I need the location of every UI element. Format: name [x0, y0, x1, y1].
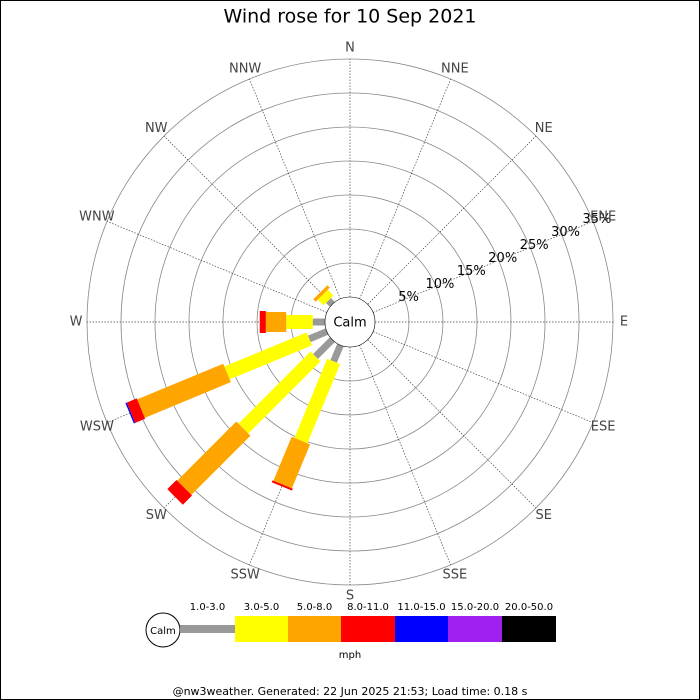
bar-segment [313, 285, 330, 302]
legend-swatch [502, 616, 556, 642]
direction-label: SW [146, 508, 167, 523]
r-tick-label: 5% [398, 290, 419, 305]
direction-label: WNW [79, 210, 115, 225]
legend-swatch [341, 616, 395, 642]
grid-ring [154, 126, 546, 518]
direction-label: WSW [80, 419, 114, 434]
bar-segment [271, 480, 293, 491]
direction-label: SSW [230, 568, 260, 583]
direction-label: E [620, 315, 628, 330]
bar-segment [224, 332, 312, 380]
direction-line [372, 331, 594, 423]
legend-swatch [288, 616, 341, 642]
bar-segment [326, 298, 335, 307]
calm-circle [324, 296, 376, 348]
bar-segment [126, 398, 146, 423]
bar-segment [317, 289, 334, 306]
direction-line [106, 221, 328, 313]
legend-label: 1.0-3.0 [190, 602, 225, 613]
direction-line [372, 221, 594, 313]
legend-label: 11.0-15.0 [397, 602, 445, 613]
direction-label: ESE [591, 419, 616, 434]
legend-label: 15.0-20.0 [451, 602, 499, 613]
legend-label: 20.0-50.0 [505, 602, 553, 613]
r-tick-label: 20% [488, 251, 517, 266]
bar-segment [307, 328, 329, 343]
calm-label: Calm [333, 316, 366, 331]
direction-label: W [70, 315, 83, 330]
direction-label: NNE [441, 61, 469, 76]
legend-calm-label: Calm [150, 626, 176, 637]
r-tick-label: 35% [583, 212, 612, 227]
bar-segment [167, 479, 193, 505]
legend-swatch [180, 625, 235, 633]
chart-title: Wind rose for 10 Sep 2021 [223, 6, 476, 28]
direction-line [367, 135, 537, 305]
direction-label: SSE [442, 568, 467, 583]
direction-line [163, 135, 333, 305]
direction-label: S [346, 589, 354, 604]
bar-segment [273, 436, 311, 489]
legend-label: 8.0-11.0 [347, 602, 389, 613]
bar-segment [125, 402, 136, 424]
legend-swatch [395, 616, 448, 642]
bar-segment [330, 343, 344, 363]
direction-line [367, 339, 537, 509]
bar-segment [294, 358, 341, 444]
direction-line [359, 344, 451, 566]
legend-label: 3.0-5.0 [244, 602, 279, 613]
direction-label: NW [145, 121, 168, 136]
direction-line [249, 78, 341, 300]
direction-label: N [345, 41, 355, 56]
legend-swatch [235, 616, 288, 642]
bar-segment [313, 337, 335, 359]
bar-segment [137, 363, 231, 418]
grid-ring [256, 228, 444, 416]
direction-label: NE [535, 121, 553, 136]
legend-unit: mph [339, 650, 361, 661]
direction-label: ENE [590, 210, 616, 225]
direction-label: SE [536, 508, 552, 523]
legend-swatch [448, 616, 502, 642]
footer: @nw3weather. Generated: 22 Jun 2025 21:5… [173, 685, 528, 698]
bar-segment [177, 421, 251, 495]
legend-label: 5.0-8.0 [297, 602, 332, 613]
direction-label: NNW [229, 61, 261, 76]
bar-segment [238, 351, 321, 434]
direction-line [359, 78, 451, 300]
